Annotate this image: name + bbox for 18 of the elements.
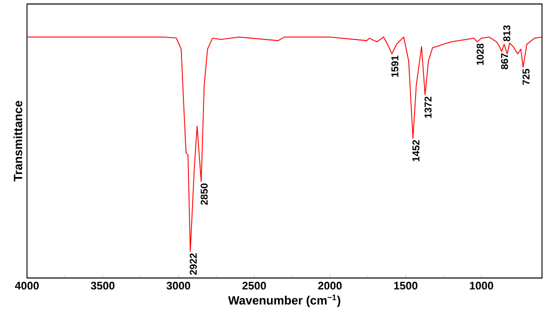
x-tick-label: 1000 — [470, 282, 494, 290]
x-tick-label: 1500 — [394, 282, 418, 290]
annotation: 725 — [522, 68, 530, 85]
x-tick-label: 2000 — [318, 282, 342, 290]
annotation: 2850 — [200, 183, 208, 205]
x-tick-label: 3500 — [90, 282, 114, 290]
annotation: 2922 — [190, 253, 197, 275]
x-tick-label: 2500 — [242, 282, 266, 290]
annotation: 1372 — [424, 96, 432, 118]
annotation: 813 — [503, 25, 510, 42]
x-tick-label: 4000 — [14, 282, 39, 290]
annotation: 1028 — [476, 44, 484, 65]
annotation: 867 — [501, 53, 508, 70]
y-axis-title: Transmittance — [13, 100, 22, 182]
annotation: 1591 — [391, 56, 398, 77]
x-tick-label: 3000 — [166, 282, 190, 290]
x-axis-title: Wavenumber (cm$^{−1}$) — [228, 294, 340, 307]
annotation: 1452 — [412, 140, 420, 162]
